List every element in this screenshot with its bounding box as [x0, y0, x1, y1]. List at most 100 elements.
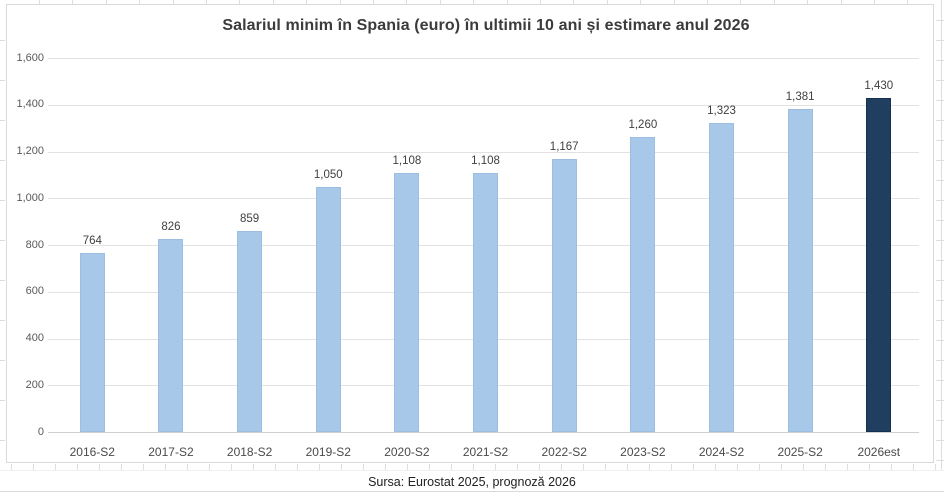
bar[interactable]: [394, 173, 420, 432]
sheet-gridline: [935, 464, 936, 470]
sheet-gridline: [373, 0, 374, 4]
sheet-gridline: [936, 160, 944, 161]
sheet-gridline: [941, 0, 942, 470]
sheet-gridline: [671, 464, 672, 470]
sheet-gridline: [936, 400, 944, 401]
sheet-gridline: [936, 180, 944, 181]
sheet-gridline: [11, 464, 12, 470]
bar[interactable]: [787, 109, 813, 432]
sheet-gridline: [339, 0, 341, 4]
y-tick-label: 0: [37, 425, 44, 438]
bar-value-label: 1,323: [707, 104, 736, 117]
sheet-gridline: [0, 40, 5, 41]
sheet-gridline: [253, 464, 254, 470]
x-axis-line: [48, 432, 919, 433]
sheet-gridline: [517, 464, 518, 470]
chart-title: Salariul minim în Spania (euro) în ultim…: [222, 17, 750, 34]
sheet-gridline: [715, 464, 716, 470]
sheet-gridline: [231, 464, 232, 470]
sheet-gridline: [874, 0, 875, 4]
sheet-gridline: [139, 0, 141, 4]
category-label: 2016-S2: [69, 445, 115, 459]
sheet-gridline: [0, 440, 5, 441]
category-label: 2018-S2: [226, 445, 273, 459]
sheet-gridline: [341, 464, 342, 470]
h-gridline: [48, 151, 919, 153]
sheet-gridline: [936, 20, 944, 21]
sheet-gridline: [936, 340, 944, 341]
sheet-gridline: [385, 464, 386, 470]
sheet-gridline: [936, 440, 944, 441]
h-gridline: [48, 58, 919, 59]
bar-value-label: 1,167: [549, 141, 579, 154]
bar-value-label: 764: [82, 235, 102, 248]
source-note: Sursa: Eurostat 2025, prognoză 2026: [0, 470, 944, 492]
sheet-gridline: [495, 464, 496, 470]
bar[interactable]: [158, 238, 184, 432]
y-tick-label: 600: [25, 285, 44, 298]
category-label: 2017-S2: [148, 445, 194, 459]
sheet-gridline: [936, 280, 944, 281]
sheet-gridline: [627, 464, 628, 470]
sheet-gridline: [451, 464, 452, 470]
sheet-gridline: [99, 464, 100, 470]
bar[interactable]: [473, 173, 499, 432]
sheet-gridline: [936, 300, 944, 301]
sheet-gridline: [936, 320, 944, 321]
sheet-gridline: [306, 0, 308, 4]
bar-value-label: 1,108: [471, 155, 500, 167]
category-label: 2020-S2: [384, 445, 430, 459]
bar-value-label: 1,381: [785, 91, 815, 104]
category-label: 2019-S2: [305, 445, 351, 459]
sheet-gridline: [936, 360, 944, 361]
sheet-gridline: [573, 0, 575, 4]
sheet-gridline: [172, 0, 174, 4]
sheet-gridline: [72, 0, 74, 4]
sheet-gridline: [936, 240, 944, 241]
sheet-gridline: [640, 0, 642, 4]
sheet-gridline: [737, 464, 738, 470]
bar-value-label: 1,430: [864, 79, 894, 92]
y-tick-label: 1,400: [16, 98, 44, 111]
category-label: 2024-S2: [698, 445, 745, 459]
bar[interactable]: [315, 186, 341, 432]
sheet-gridline: [0, 320, 5, 321]
bar[interactable]: [551, 159, 577, 432]
y-tick-label: 1,200: [16, 145, 44, 157]
sheet-gridline: [936, 100, 944, 101]
sheet-gridline: [561, 464, 562, 470]
bar[interactable]: [237, 231, 263, 432]
bar[interactable]: [630, 137, 656, 432]
y-tick-label: 1,000: [16, 191, 44, 204]
sheet-gridline: [506, 0, 508, 4]
sheet-gridline: [936, 80, 944, 81]
bar[interactable]: [709, 122, 734, 432]
sheet-gridline: [39, 0, 40, 4]
bar[interactable]: [79, 253, 105, 432]
bar-estimate[interactable]: [866, 97, 892, 432]
category-label: 2025-S2: [777, 445, 823, 459]
sheet-gridline: [539, 464, 540, 470]
sheet-gridline: [0, 280, 5, 281]
bar-value-label: 826: [161, 220, 181, 233]
sheet-gridline: [649, 464, 650, 470]
sheet-gridline: [187, 464, 188, 470]
sheet-gridline: [319, 464, 320, 470]
sheet-gridline: [781, 464, 782, 470]
bar-value-label: 1,108: [392, 155, 422, 167]
sheet-gridline: [165, 464, 166, 470]
sheet-gridline: [759, 464, 760, 470]
sheet-gridline: [77, 464, 78, 470]
sheet-gridline: [907, 0, 909, 4]
sheet-gridline: [0, 360, 5, 361]
sheet-gridline: [936, 380, 944, 381]
h-gridline: [48, 104, 919, 106]
sheet-gridline: [363, 464, 364, 470]
sheet-gridline: [605, 464, 606, 470]
sheet-gridline: [807, 0, 809, 4]
sheet-gridline: [0, 400, 5, 401]
sheet-gridline: [936, 120, 944, 121]
sheet-gridline: [936, 40, 944, 41]
category-label: 2021-S2: [462, 445, 509, 459]
sheet-gridline: [121, 464, 122, 470]
